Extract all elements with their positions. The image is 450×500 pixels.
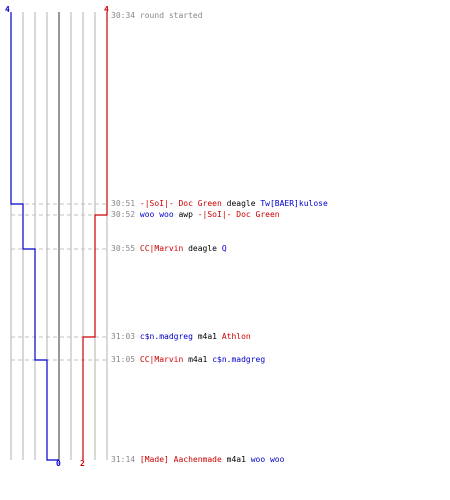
weapon: m4a1 xyxy=(183,355,213,364)
log-line: 31:03 c$n.madgreg m4a1 Athlon xyxy=(111,332,251,342)
timestamp: 31:14 xyxy=(111,455,136,464)
weapon: m4a1 xyxy=(221,455,251,464)
victim-name: Athlon xyxy=(221,332,251,341)
red-team-alive-line xyxy=(82,12,108,460)
log-line: 31:14 [Made] Aachenmade m4a1 woo woo xyxy=(111,455,284,465)
blue-start-score: 4 xyxy=(5,5,10,14)
timestamp: 30:34 xyxy=(111,11,136,20)
log-line: 30:51 -|SoI|- Doc Green deagle Tw[BAER]k… xyxy=(111,199,328,209)
killer-name: CC|Marvin xyxy=(139,244,184,253)
log-line: 31:05 CC|Marvin m4a1 c$n.madgreg xyxy=(111,355,265,365)
victim-name: woo woo xyxy=(250,455,285,464)
timestamp: 31:05 xyxy=(111,355,136,364)
victim-name: Tw[BAER]kulose xyxy=(260,199,328,208)
killer-name: c$n.madgreg xyxy=(139,332,193,341)
weapon: m4a1 xyxy=(192,332,222,341)
timestamp: 30:52 xyxy=(111,210,136,219)
weapon: deagle xyxy=(183,244,222,253)
weapon: awp xyxy=(173,210,198,219)
event-dash-lines xyxy=(11,203,109,361)
killer-name: -|SoI|- Doc Green xyxy=(139,199,222,208)
victim-name: -|SoI|- Doc Green xyxy=(197,210,280,219)
log-line: 30:34 round started xyxy=(111,11,203,21)
red-final-score: 2 xyxy=(80,459,85,468)
timestamp: 31:03 xyxy=(111,332,136,341)
blue-final-score: 0 xyxy=(56,459,61,468)
victim-name: c$n.madgreg xyxy=(212,355,266,364)
event-text: round started xyxy=(139,11,203,20)
weapon: deagle xyxy=(221,199,261,208)
killer-name: [Made] Aachenmade xyxy=(139,455,222,464)
timestamp: 30:51 xyxy=(111,199,136,208)
killer-name: CC|Marvin xyxy=(139,355,184,364)
victim-name: Q xyxy=(221,244,227,253)
red-start-score: 4 xyxy=(104,5,109,14)
log-line: 30:55 CC|Marvin deagle Q xyxy=(111,244,227,254)
log-line: 30:52 woo woo awp -|SoI|- Doc Green xyxy=(111,210,280,220)
vertical-gridlines xyxy=(10,12,108,460)
blue-team-alive-line xyxy=(10,12,59,461)
killer-name: woo woo xyxy=(139,210,174,219)
timestamp: 30:55 xyxy=(111,244,136,253)
